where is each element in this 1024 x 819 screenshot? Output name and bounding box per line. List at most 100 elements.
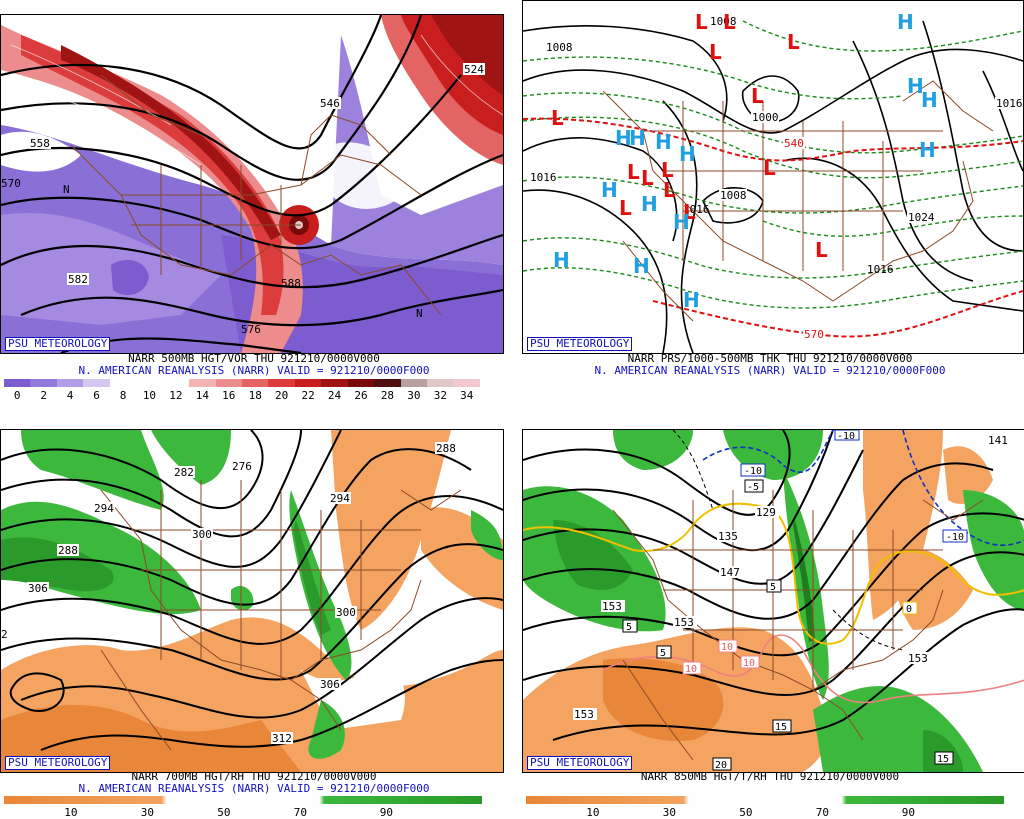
colorbar-tick-label: 8 — [119, 389, 127, 402]
colorbar-tick-label: 90 — [901, 806, 916, 819]
colorbar-swatch — [347, 379, 375, 387]
low-pressure-symbol: L — [641, 166, 654, 190]
caption-line1: NARR 700MB HGT/RH THU 921210/0000V000 — [131, 770, 377, 783]
contour-label: 582 — [68, 273, 88, 286]
low-pressure-symbol: L — [763, 156, 776, 180]
isotherm-label: 15 — [937, 754, 949, 765]
contour-label: 588 — [281, 277, 301, 290]
rh-colorbar-ticks: 10 30 50 70 90 — [4, 806, 482, 819]
low-pressure-symbol: L — [551, 106, 564, 130]
colorbar-swatch — [453, 379, 480, 387]
colorbar-swatch — [241, 379, 269, 387]
colorbar-tick-label: 4 — [66, 389, 74, 402]
contour-label: 288 — [436, 442, 456, 455]
contour-label: 153 — [674, 616, 694, 629]
isobar-label: 1016 — [530, 171, 557, 184]
colorbar-tick-label: 30 — [662, 806, 677, 819]
low-pressure-symbol: L — [695, 10, 708, 34]
psu-meteorology-logo: PSU METEOROLOGY — [5, 756, 111, 770]
map-850mb: 141 129 135 147 153 153 153 153 -10 — [522, 429, 1024, 773]
colorbar-swatch — [427, 379, 454, 387]
psu-meteorology-logo: PSU METEOROLOGY — [527, 756, 633, 770]
isobar-label: 1016 — [683, 203, 710, 216]
isotherm-label: -10 — [744, 466, 762, 477]
isobar-label: 1008 — [546, 41, 573, 54]
isotherm-label: 10 — [721, 642, 733, 653]
caption-line2: N. AMERICAN REANALYSIS (NARR) VALID = 92… — [78, 364, 430, 377]
low-pressure-symbol: L — [815, 238, 828, 262]
contour-label: 294 — [330, 492, 350, 505]
colorbar-swatch — [4, 379, 31, 387]
colorbar-swatch — [400, 379, 427, 387]
colorbar-swatch — [294, 379, 322, 387]
map-700mb: 288 282 276 294 294 288 300 306 300 306 — [0, 429, 504, 773]
isotherm-label: -5 — [747, 482, 759, 493]
vorticity-min-marker: N — [416, 307, 423, 320]
contour-label: 300 — [336, 606, 356, 619]
rh-colorbar-ticks: 10 30 50 70 90 — [526, 806, 1004, 819]
colorbar-tick-label: 70 — [293, 806, 307, 819]
high-pressure-symbol: H — [629, 126, 646, 150]
colorbar-tick-label: 90 — [379, 806, 394, 819]
colorbar-tick-label: 10 — [64, 806, 78, 819]
contour-label: 135 — [718, 530, 738, 543]
colorbar-tick-label: 12 — [169, 389, 183, 402]
contour-label: 300 — [192, 528, 212, 541]
colorbar-tick-label: 28 — [380, 389, 395, 402]
isobar-label: 1016 — [867, 263, 894, 276]
isobar-label: 1024 — [908, 211, 935, 224]
high-pressure-symbol: H — [897, 10, 914, 34]
high-pressure-symbol: H — [921, 88, 938, 112]
contour-label: 276 — [232, 460, 252, 473]
colorbar-tick-label: 2 — [40, 389, 47, 402]
low-pressure-symbol: L — [709, 40, 722, 64]
colorbar-tick-label: 50 — [739, 806, 753, 819]
contour-label: 129 — [756, 506, 776, 519]
low-pressure-symbol: L — [661, 158, 674, 182]
isotherm-label: 5 — [660, 648, 666, 659]
colorbar-swatch — [30, 379, 57, 387]
colorbar-tick-label: 20 — [275, 389, 289, 402]
caption-line1: NARR PRS/1000-500MB THK THU 921210/0000V… — [627, 352, 913, 365]
map-sfc-pressure: 1008 1008 1000 1016 1016 1008 1024 1016 … — [522, 0, 1024, 354]
low-pressure-symbol: L — [723, 10, 736, 34]
colorbar-tick-label: 34 — [460, 389, 474, 402]
colorbar-swatch — [321, 379, 348, 387]
colorbar-tick-label: 32 — [433, 389, 447, 402]
isotherm-label: 5 — [626, 622, 632, 633]
colorbar-tick-label: 0 — [13, 389, 21, 402]
caption-line1: NARR 500MB HGT/VOR THU 921210/0000V000 — [128, 352, 380, 365]
vorticity-min-marker: N — [63, 183, 70, 196]
high-pressure-symbol: H — [615, 126, 632, 150]
low-pressure-symbol: L — [663, 178, 676, 202]
contour-label: 153 — [602, 600, 622, 613]
map-500mb: 546 582 524 558 570 588 576 N N PSU METE… — [0, 14, 504, 354]
contour-label: 153 — [574, 708, 594, 721]
psu-meteorology-logo: PSU METEOROLOGY — [5, 337, 111, 351]
low-pressure-symbol: L — [751, 84, 764, 108]
colorbar-tick-label: 22 — [301, 389, 315, 402]
contour-label: 147 — [720, 566, 740, 579]
contour-label: 282 — [174, 466, 194, 479]
panel-850mb-temp-rh: 141 129 135 147 153 153 153 153 -10 — [516, 415, 1024, 819]
colorbar-tick-label: 70 — [815, 806, 829, 819]
colorbar-swatch — [162, 379, 190, 387]
contour-label: 558 — [30, 137, 50, 150]
colorbar-tick-label: 14 — [195, 389, 209, 402]
high-pressure-symbol: H — [641, 192, 658, 216]
high-pressure-symbol: H — [673, 210, 690, 234]
isotherm-label: 10 — [685, 664, 697, 675]
colorbar-swatch — [189, 379, 216, 387]
low-pressure-symbol: L — [619, 196, 632, 220]
contour-label: 312 — [272, 732, 292, 745]
colorbar-tick-label: 6 — [93, 389, 100, 402]
high-pressure-symbol: H — [601, 178, 618, 202]
vorticity-colorbar-ticks: 0 2 4 6 8 10 12 14 16 18 20 22 24 26 28 30 32 34 — [4, 389, 480, 402]
colorbar-tick-label: 10 — [586, 806, 600, 819]
isotherm-label: 10 — [743, 658, 755, 669]
caption-line2: N. AMERICAN REANALYSIS (NARR) VALID = 92… — [78, 782, 430, 795]
caption-line2: N. AMERICAN REANALYSIS (NARR) VALID = 92… — [594, 364, 946, 377]
contour-label: 141 — [988, 434, 1008, 447]
high-pressure-symbol: H — [683, 288, 700, 312]
high-pressure-symbol: H — [553, 248, 570, 272]
